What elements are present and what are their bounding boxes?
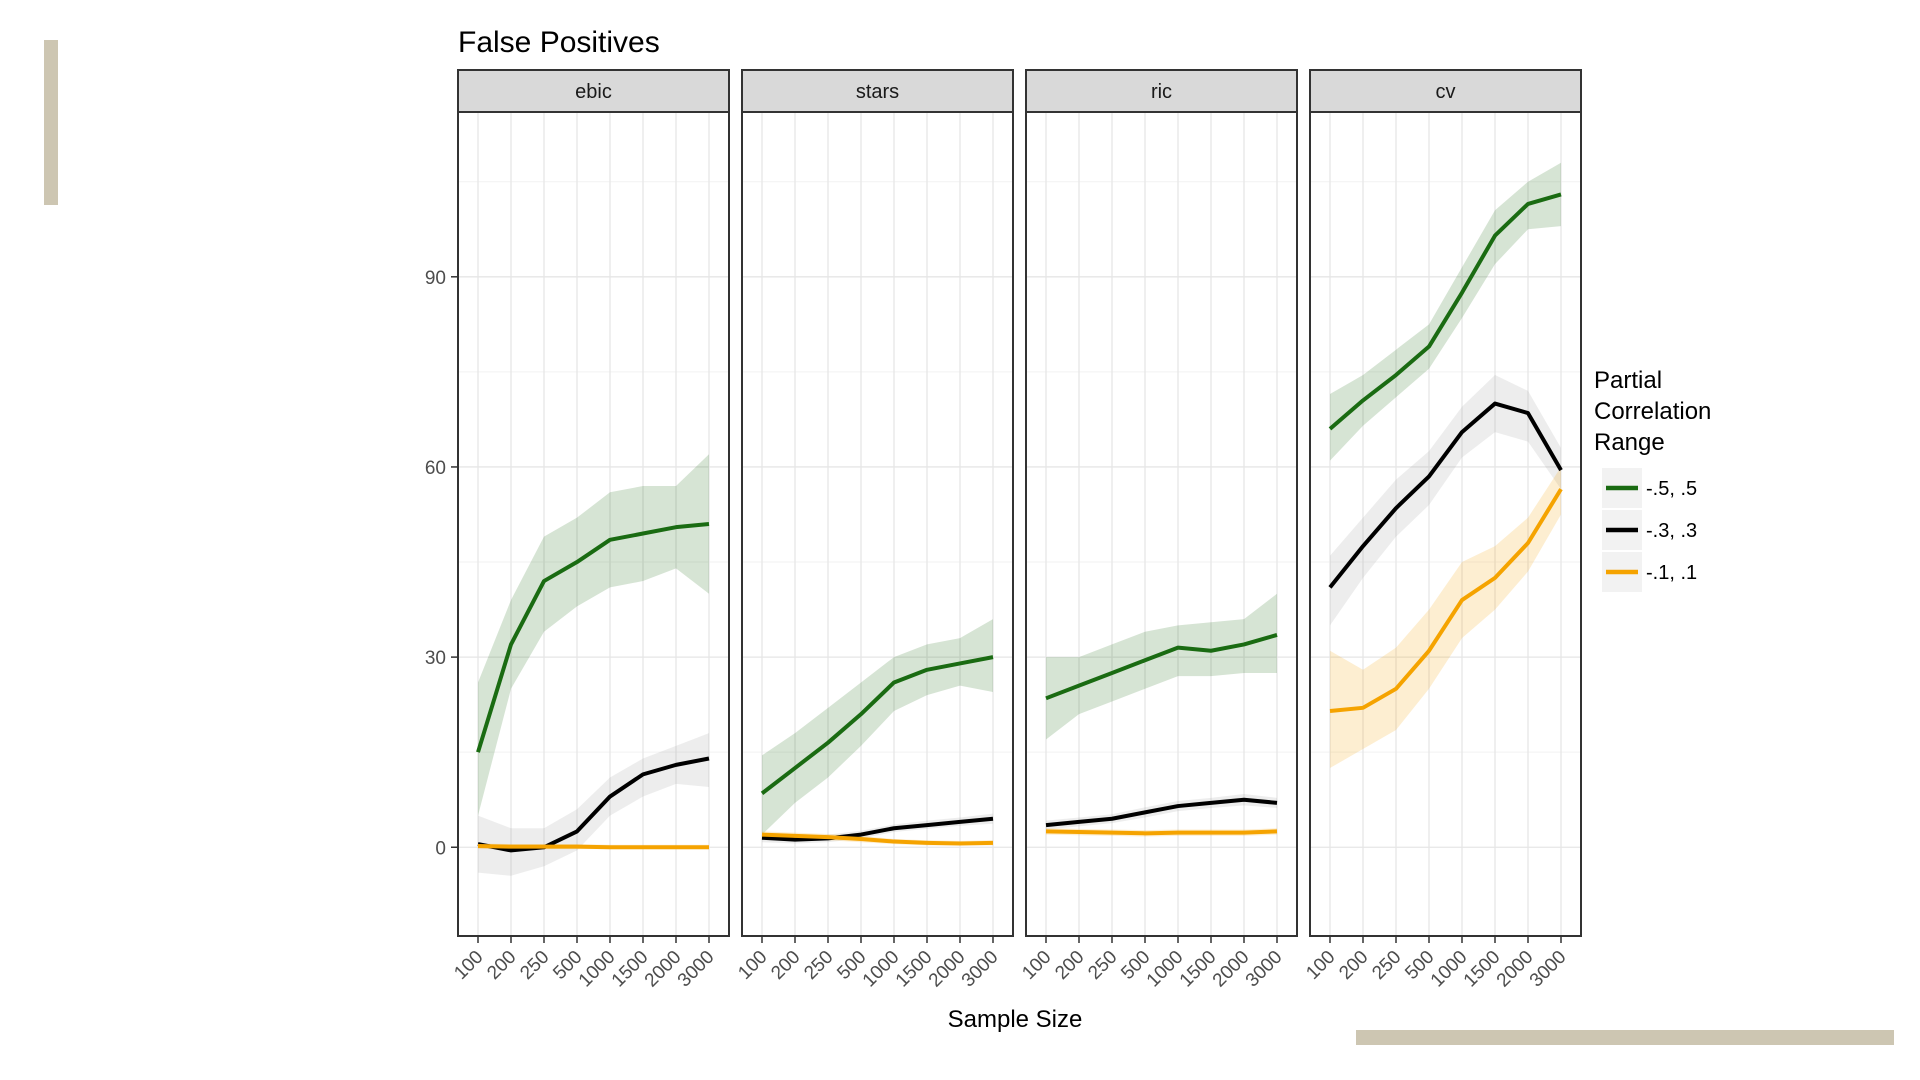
- y-tick-label: 60: [425, 458, 446, 479]
- decorative-bar-bottom: [1356, 1030, 1894, 1045]
- facet-strip: [457, 69, 730, 113]
- x-tick-label: 1000: [1427, 947, 1472, 992]
- x-tick-label: 3000: [1242, 947, 1287, 992]
- legend-title-line: Partial: [1594, 367, 1662, 394]
- x-tick-label: 250: [800, 947, 837, 984]
- x-tick-label: 100: [450, 947, 487, 984]
- legend-label-3: -.1, .1: [1646, 562, 1697, 584]
- confidence-band-1: [762, 619, 993, 835]
- facet-panels: ebic1002002505001000150020003000stars100…: [450, 69, 1582, 992]
- legend-title-line: Correlation: [1594, 398, 1711, 425]
- x-tick-label: 1500: [1176, 947, 1221, 992]
- x-tick-label: 200: [1051, 947, 1088, 984]
- legend-label-2: -.3, .3: [1646, 520, 1697, 542]
- chart-title: False Positives: [458, 26, 660, 59]
- facet-label: ric: [1151, 81, 1172, 103]
- y-tick-label: 0: [435, 838, 446, 859]
- legend: Partial Correlation Range -.5, .5 -.3, .3 -.1…: [1594, 367, 1711, 592]
- series-line-1: [476, 522, 710, 753]
- x-tick-label: 2000: [1493, 947, 1538, 992]
- x-tick-label: 100: [1302, 947, 1339, 984]
- x-tick-label: 1500: [892, 947, 937, 992]
- x-tick-label: 250: [516, 947, 553, 984]
- legend-label-1: -.5, .5: [1646, 478, 1697, 500]
- confidence-band-1: [478, 454, 709, 816]
- x-tick-label: 2000: [1209, 947, 1254, 992]
- legend-title-line: Range: [1594, 429, 1665, 456]
- panel-background: [742, 112, 1013, 936]
- panel-background: [458, 112, 729, 936]
- x-tick-label: 100: [1018, 947, 1055, 984]
- panel-background: [1310, 112, 1581, 936]
- x-tick-label: 1500: [1460, 947, 1505, 992]
- facet-label: cv: [1436, 81, 1456, 103]
- facet-strip: [1025, 69, 1298, 113]
- y-axis: 0 30 60 90: [425, 268, 458, 859]
- x-tick-label: 3000: [1526, 947, 1571, 992]
- facet-label: ebic: [575, 81, 612, 103]
- series-line-1: [1045, 633, 1278, 701]
- decorative-bar-left: [44, 40, 58, 205]
- x-tick-label: 1500: [608, 947, 653, 992]
- series-line-1: [1328, 192, 1562, 431]
- x-tick-label: 2000: [641, 947, 686, 992]
- series-line-3: [761, 832, 994, 846]
- series-line-1: [760, 655, 994, 795]
- x-tick-label: 200: [1335, 947, 1372, 984]
- x-tick-label: 3000: [674, 947, 719, 992]
- x-tick-label: 3000: [958, 947, 1003, 992]
- x-tick-label: 1000: [575, 947, 620, 992]
- series-line-3: [477, 843, 709, 850]
- confidence-band-1: [1046, 593, 1277, 740]
- x-tick-label: 1000: [1143, 947, 1188, 992]
- series-line-3: [1045, 829, 1278, 836]
- x-tick-label: 200: [767, 947, 804, 984]
- facet-strip: [1309, 69, 1582, 113]
- series-line-2: [477, 756, 710, 853]
- facet-label: stars: [856, 81, 899, 103]
- x-tick-label: 100: [734, 947, 771, 984]
- confidence-band-1: [1330, 162, 1561, 461]
- series-line-2: [761, 816, 994, 842]
- series-line-2: [1045, 797, 1278, 828]
- facet-strip: [741, 69, 1014, 113]
- x-tick-label: 200: [483, 947, 520, 984]
- y-tick-label: 90: [425, 268, 446, 289]
- x-tick-label: 250: [1368, 947, 1405, 984]
- x-tick-label: 2000: [925, 947, 970, 992]
- series-line-3: [1329, 488, 1563, 713]
- confidence-band-2: [478, 733, 709, 876]
- series-line-2: [1328, 401, 1563, 589]
- x-tick-label: 1000: [859, 947, 904, 992]
- y-tick-label: 30: [425, 648, 446, 669]
- x-axis-label: Sample Size: [948, 1006, 1083, 1033]
- x-tick-label: 250: [1084, 947, 1121, 984]
